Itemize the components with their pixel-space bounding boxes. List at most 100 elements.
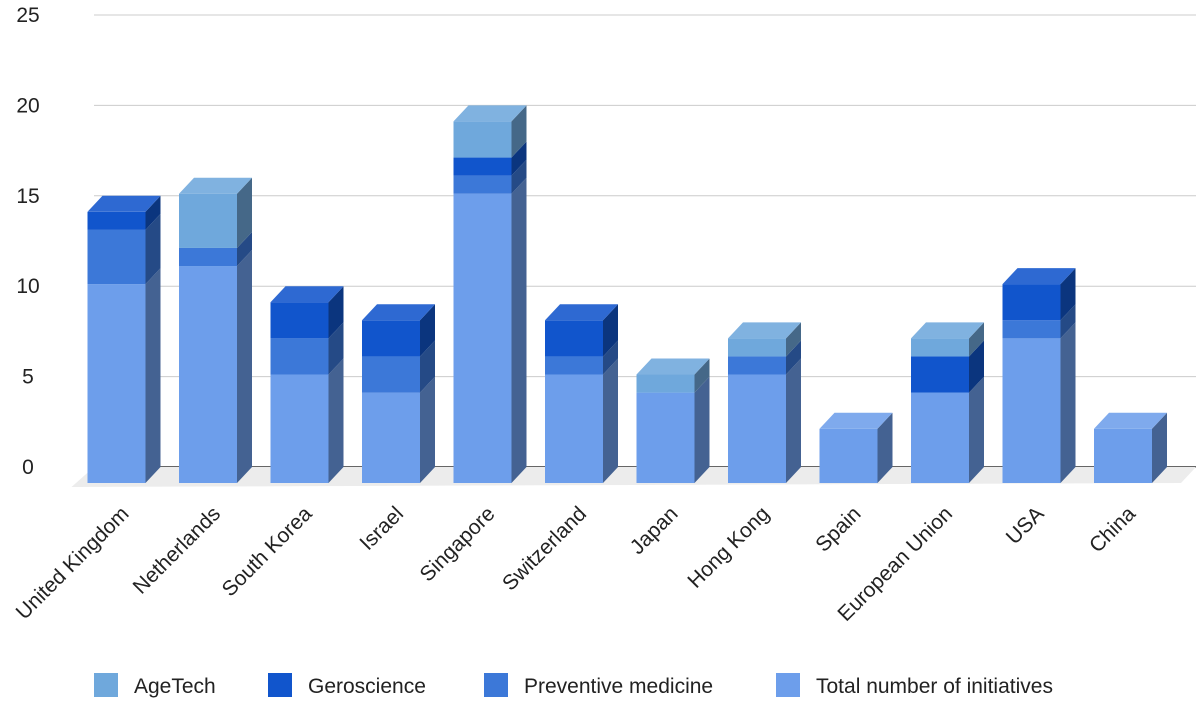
bar-segment[interactable] xyxy=(728,338,786,357)
bar-side xyxy=(969,322,984,357)
bar-segment[interactable] xyxy=(819,428,878,483)
bar-segment[interactable] xyxy=(1002,338,1061,483)
bar-segment[interactable] xyxy=(911,338,969,357)
bar-side xyxy=(877,412,893,483)
legend-swatch xyxy=(268,673,292,697)
legend-label: Total number of initiatives xyxy=(816,675,1053,698)
legend-swatch xyxy=(94,673,118,697)
bar-side xyxy=(237,177,252,248)
bar-segment[interactable] xyxy=(87,211,146,230)
bar-side xyxy=(694,358,710,393)
bar-segment[interactable] xyxy=(179,193,237,248)
bar-segment[interactable] xyxy=(636,392,695,483)
x-tick-label: Israel xyxy=(355,502,408,555)
bar-segment[interactable] xyxy=(453,193,512,483)
x-tick-label: United Kingdom xyxy=(12,502,134,624)
bar-segment[interactable] xyxy=(362,356,420,393)
bar-segment[interactable] xyxy=(545,356,603,375)
bar-side xyxy=(1060,268,1076,321)
bar-top xyxy=(545,304,618,321)
bar-side xyxy=(1060,322,1076,483)
bar-side xyxy=(694,376,710,483)
x-tick-label: Hong Kong xyxy=(683,502,774,593)
x-tick-label: USA xyxy=(1002,502,1049,549)
bar-side xyxy=(420,340,435,393)
x-tick-label: China xyxy=(1085,502,1140,557)
bar-top xyxy=(1002,268,1076,285)
bar-segment[interactable] xyxy=(728,356,786,375)
legend-swatch xyxy=(776,673,800,697)
legend-swatch xyxy=(484,673,508,697)
y-tick-label: 10 xyxy=(16,275,39,298)
bar-segment[interactable] xyxy=(1002,320,1061,339)
bar-segment[interactable] xyxy=(362,392,420,483)
bar-side xyxy=(969,376,984,483)
bar-segment[interactable] xyxy=(87,284,146,483)
bar-side xyxy=(328,286,344,339)
bar-segment[interactable] xyxy=(362,320,420,357)
bar-top xyxy=(179,177,252,194)
bar-side xyxy=(511,141,527,176)
bar-side xyxy=(328,322,344,375)
bar-top xyxy=(728,322,801,339)
bar-segment[interactable] xyxy=(545,320,603,357)
bar-segment[interactable] xyxy=(911,392,969,483)
bar-side xyxy=(237,231,252,267)
legend-label: AgeTech xyxy=(134,675,216,698)
bar-top xyxy=(1094,412,1167,429)
y-tick-label: 5 xyxy=(22,366,34,389)
x-tick-label: Netherlands xyxy=(129,502,225,598)
bar-segment[interactable] xyxy=(728,374,786,483)
bar-side xyxy=(237,250,252,483)
bar-segment[interactable] xyxy=(270,338,329,375)
bar-segment[interactable] xyxy=(270,302,329,339)
bar-segment[interactable] xyxy=(179,266,237,483)
bar-side xyxy=(420,376,435,483)
y-tick-label: 0 xyxy=(22,456,34,479)
bar-side xyxy=(511,177,527,483)
bar-top xyxy=(270,286,344,303)
bar-segment[interactable] xyxy=(1094,428,1152,483)
y-tick-label: 15 xyxy=(16,185,39,208)
bar-segment[interactable] xyxy=(453,175,512,194)
bar-segment[interactable] xyxy=(179,247,237,267)
bar-segment[interactable] xyxy=(453,157,512,176)
x-tick-label: South Korea xyxy=(218,502,317,601)
bar-side xyxy=(1060,304,1076,339)
bar-side xyxy=(328,358,344,483)
bar-side xyxy=(786,340,801,375)
bar-side xyxy=(786,322,801,357)
bar-segment[interactable] xyxy=(545,374,603,483)
bar-side xyxy=(145,195,161,230)
y-tick-label: 20 xyxy=(16,94,39,117)
bar-side xyxy=(786,358,801,483)
bar-top xyxy=(911,322,984,339)
bar-side xyxy=(603,340,618,375)
bar-side xyxy=(145,213,161,285)
y-tick-label: 25 xyxy=(16,4,39,27)
bar-top xyxy=(819,412,893,429)
bar-top xyxy=(636,358,710,375)
bar-segment[interactable] xyxy=(453,121,512,158)
bar-side xyxy=(511,159,527,194)
bar-top xyxy=(453,105,527,122)
x-tick-label: Switzerland xyxy=(498,502,591,595)
x-tick-label: Singapore xyxy=(416,502,500,586)
bar-segment[interactable] xyxy=(87,229,146,285)
legend-label: Geroscience xyxy=(308,675,426,698)
bar-side xyxy=(420,304,435,357)
bar-side xyxy=(969,340,984,393)
bar-segment[interactable] xyxy=(911,356,969,393)
bar-side xyxy=(511,105,527,158)
bar-segment[interactable] xyxy=(1002,284,1061,321)
bar-side xyxy=(603,304,618,357)
bar-segment[interactable] xyxy=(270,374,329,483)
bar-top xyxy=(87,195,161,212)
bar-side xyxy=(1152,412,1167,483)
bar-segment[interactable] xyxy=(636,374,695,393)
x-tick-label: Japan xyxy=(626,502,683,559)
x-tick-label: Spain xyxy=(811,502,865,556)
legend-label: Preventive medicine xyxy=(524,675,713,698)
